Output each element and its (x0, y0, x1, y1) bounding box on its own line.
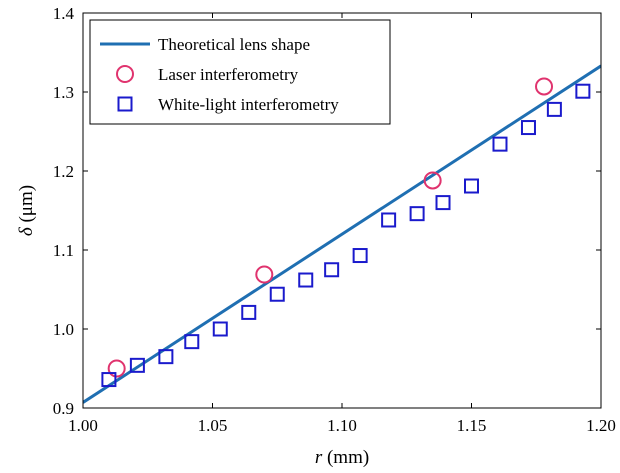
white-light-interferometry-point (324, 262, 340, 278)
laser-interferometry-point (423, 171, 442, 190)
white-light-interferometry-point (184, 334, 200, 350)
y-axis-label: δ (μm) (16, 185, 37, 236)
legend-label: Theoretical lens shape (158, 35, 310, 54)
legend-circle-icon (116, 65, 134, 83)
y-tick-label: 1.1 (53, 241, 74, 260)
white-light-interferometry-point (464, 178, 479, 194)
white-light-interferometry-point (269, 286, 285, 302)
white-light-interferometry-point (381, 212, 397, 228)
legend-box (89, 19, 391, 125)
theoretical-lens-shape-line (83, 64, 601, 404)
white-light-interferometry-point (409, 206, 425, 222)
x-tick-label: 1.05 (198, 416, 228, 435)
x-axis-label-unit: (mm) (322, 447, 369, 468)
white-light-interferometry-point (352, 248, 368, 264)
y-tick-label: 1.4 (53, 4, 75, 23)
y-axis-label-symbol: δ (16, 226, 37, 236)
white-light-interferometry-point (212, 321, 228, 337)
y-axis-label-unit: (μm) (16, 185, 37, 227)
white-light-interferometry-point (546, 101, 562, 117)
y-tick-label: 0.9 (53, 399, 74, 418)
x-axis-label: r (mm) (315, 447, 369, 468)
white-light-interferometry-point (101, 372, 117, 388)
x-tick-label: 1.15 (457, 416, 487, 435)
legend-square-icon (117, 96, 133, 112)
axes: 1.00 1.05 1.10 1.15 1.20 0.9 1.0 1.1 1.2 1.3 1.4 r … (16, 4, 616, 468)
laser-interferometry-point (535, 77, 554, 96)
x-tick-label: 1.20 (586, 416, 616, 435)
y-tick-label: 1.3 (53, 83, 74, 102)
x-tick-label: 1.00 (68, 416, 98, 435)
white-light-interferometry-point (241, 304, 257, 320)
legend: Theoretical lens shape Laser interferomet… (89, 19, 391, 125)
white-light-interferometry-point (492, 136, 508, 152)
plot-area (83, 64, 601, 404)
legend-label: White-light interferometry (158, 95, 339, 114)
white-light-interferometry-point (520, 120, 536, 136)
x-tick-label: 1.10 (327, 416, 357, 435)
white-light-interferometry-point (435, 195, 451, 211)
white-light-interferometry-point (129, 357, 145, 373)
y-tick-label: 1.2 (53, 162, 74, 181)
x-axis-label-symbol: r (315, 447, 323, 468)
y-tick-label: 1.0 (53, 320, 74, 339)
white-light-interferometry-point (298, 272, 314, 288)
laser-interferometry-point (107, 359, 126, 378)
white-light-interferometry-point (158, 349, 174, 365)
laser-interferometry-point (255, 265, 274, 284)
legend-label: Laser interferometry (158, 65, 299, 84)
white-light-interferometry-point (575, 83, 591, 99)
